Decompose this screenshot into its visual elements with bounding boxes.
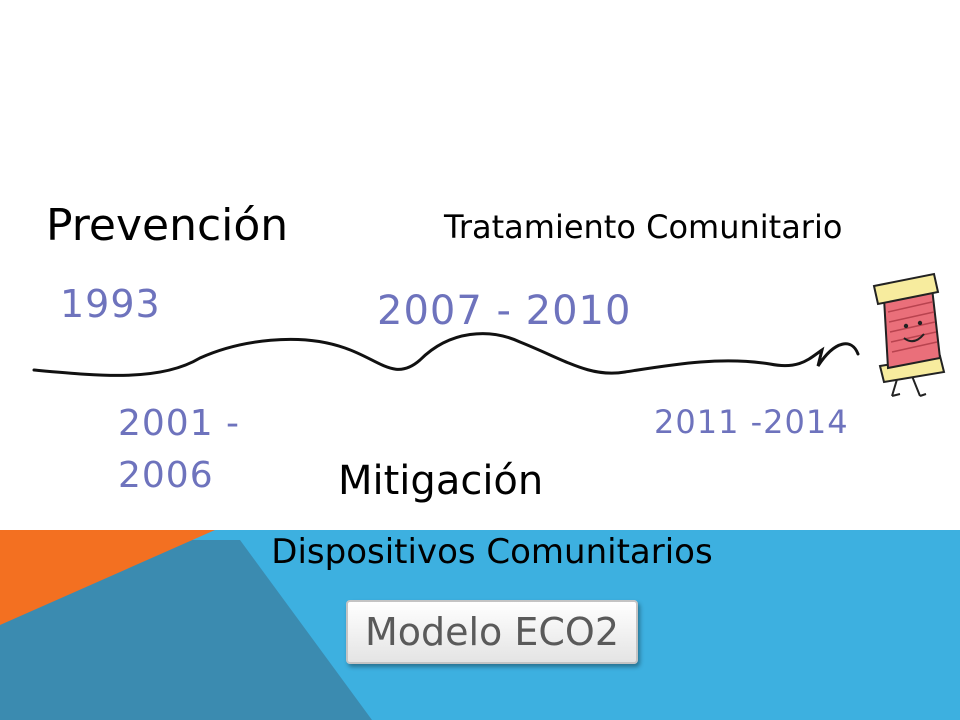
subtitle-dispositivos-comunitarios: Dispositivos Comunitarios	[271, 532, 713, 572]
thread-spool-character-icon	[872, 272, 946, 397]
footer-steel-triangle	[0, 540, 372, 720]
year-2011-2014: 2011 -2014	[654, 403, 849, 441]
timeline-thread	[32, 332, 860, 377]
phase-tratamiento-comunitario: Tratamiento Comunitario	[444, 208, 843, 246]
phase-prevencion: Prevención	[46, 200, 289, 251]
phase-mitigacion: Mitigación	[338, 458, 544, 504]
footer-orange-triangle	[0, 530, 215, 625]
modelo-eco2-button[interactable]: Modelo ECO2	[346, 600, 638, 664]
year-2001-2006: 2001 - 2006	[118, 398, 268, 502]
year-1993: 1993	[60, 282, 161, 326]
year-2007-2010: 2007 - 2010	[377, 288, 632, 334]
footer-background	[0, 530, 960, 720]
year-2001-2006-label: 2001 - 2006	[118, 403, 241, 496]
